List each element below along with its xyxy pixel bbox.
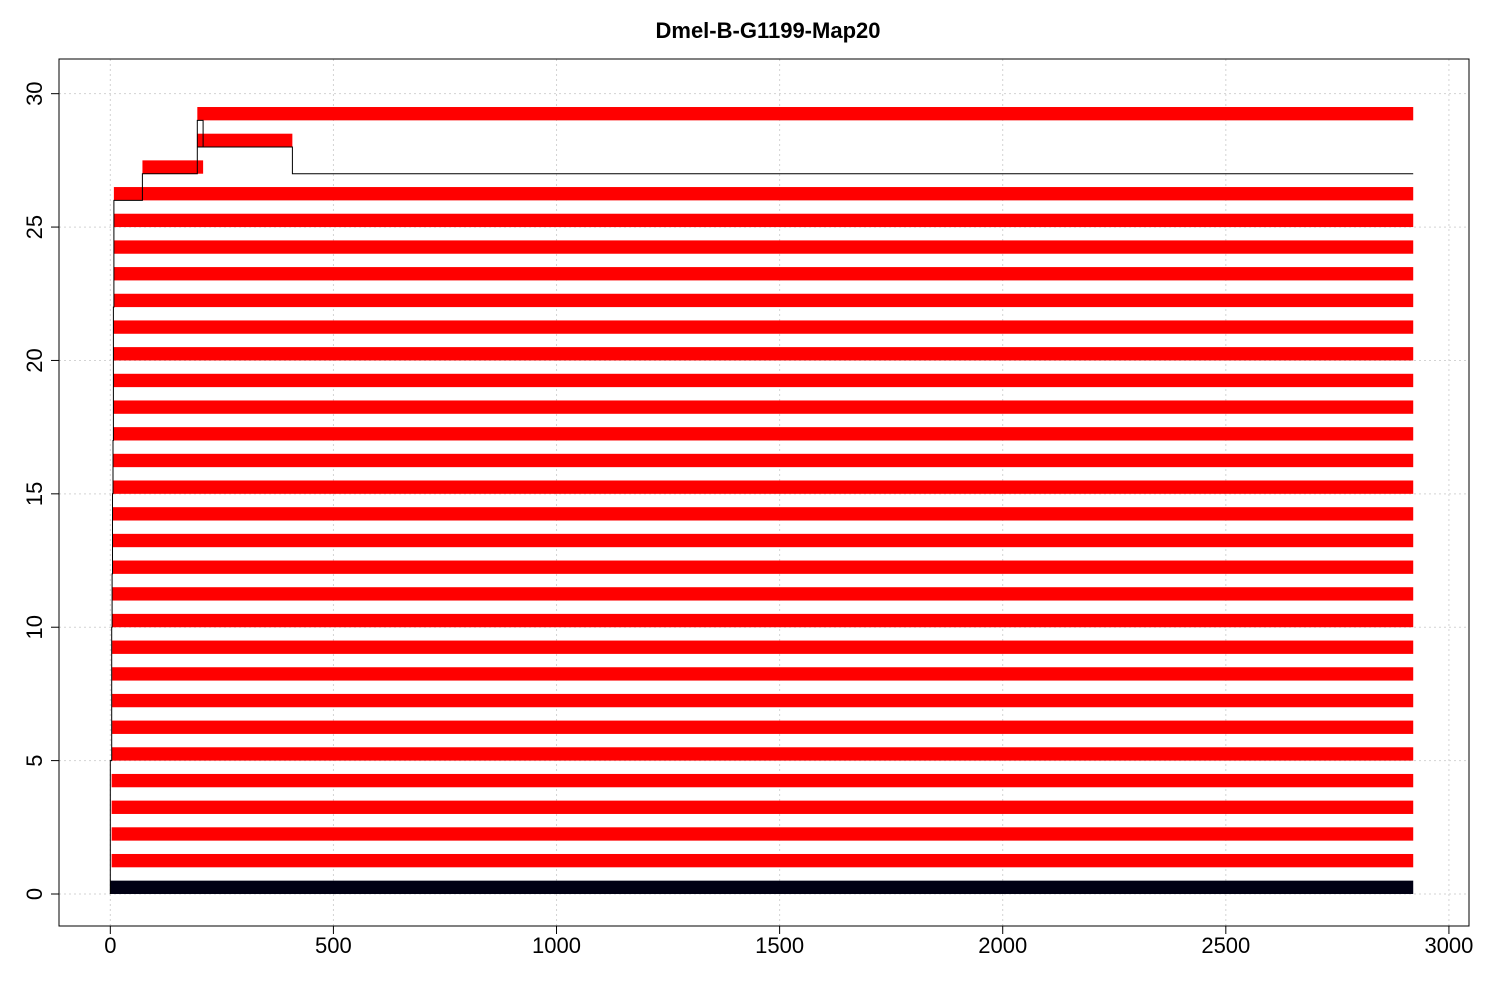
bar — [113, 347, 1414, 361]
base-bar — [110, 880, 1414, 894]
x-tick-label: 2000 — [978, 933, 1027, 958]
bar — [112, 587, 1414, 601]
x-tick-label: 1500 — [755, 933, 804, 958]
bar — [197, 133, 293, 148]
bar — [112, 613, 1414, 628]
y-tick-label: 5 — [22, 754, 47, 766]
x-axis: 0 500 1000 1500 2000 2500 3000 — [104, 925, 1473, 958]
bar — [112, 427, 1414, 441]
bar — [113, 320, 1414, 334]
bar — [112, 693, 1414, 708]
y-tick-label: 15 — [22, 482, 47, 506]
bar — [112, 480, 1414, 494]
bar — [113, 373, 1414, 388]
bar — [113, 187, 1414, 201]
bar — [113, 213, 1414, 228]
bars — [111, 107, 1414, 868]
bar — [111, 853, 1414, 868]
bar — [113, 240, 1414, 254]
bar — [113, 400, 1414, 414]
bar — [113, 267, 1414, 281]
bar — [113, 293, 1414, 308]
bar — [111, 800, 1414, 814]
y-tick-label: 0 — [22, 888, 47, 900]
step-line-group — [109, 119, 1414, 894]
bar — [111, 827, 1414, 841]
bar — [112, 453, 1414, 468]
step-line — [109, 119, 1414, 894]
x-tick-label: 3000 — [1424, 933, 1473, 958]
y-tick-label: 30 — [22, 81, 47, 105]
chart-title: Dmel-B-G1199-Map20 — [656, 18, 881, 43]
x-tick-label: 500 — [315, 933, 352, 958]
x-tick-label: 1000 — [532, 933, 581, 958]
bar — [112, 533, 1414, 548]
bar — [112, 640, 1414, 654]
x-tick-label: 0 — [104, 933, 116, 958]
bar — [112, 560, 1414, 574]
bar — [112, 507, 1414, 521]
y-tick-label: 10 — [22, 615, 47, 639]
bar — [112, 720, 1414, 734]
bar — [142, 160, 204, 174]
y-tick-label: 25 — [22, 215, 47, 239]
y-axis: 0 5 10 15 20 25 30 — [22, 81, 60, 900]
bar — [111, 747, 1414, 761]
bar — [197, 107, 1414, 121]
bar — [112, 667, 1414, 681]
bar — [111, 773, 1414, 788]
y-tick-label: 20 — [22, 348, 47, 372]
x-tick-label: 2500 — [1201, 933, 1250, 958]
base-bar-group — [110, 880, 1414, 894]
